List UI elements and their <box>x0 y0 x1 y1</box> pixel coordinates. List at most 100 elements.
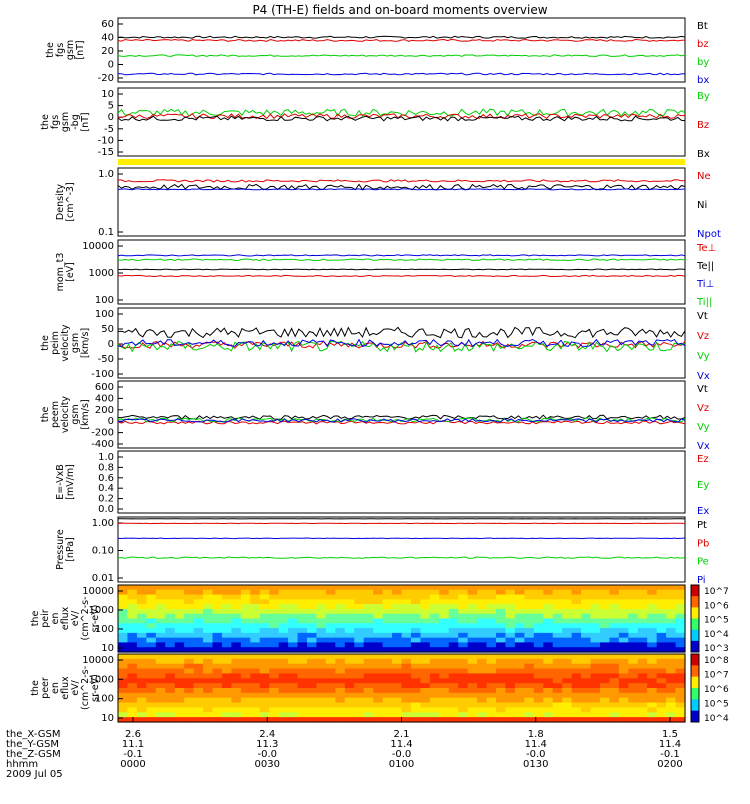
spectrogram-cell <box>127 678 137 683</box>
spectrogram-cell <box>411 599 421 604</box>
spectrogram-cell <box>326 698 336 703</box>
spectrogram-cell <box>354 628 364 633</box>
spectrogram-cell <box>288 614 298 619</box>
spectrogram-cell <box>241 638 251 643</box>
spectrogram-cell <box>591 669 601 674</box>
spectrogram-cell <box>430 707 440 712</box>
spectrogram-cell <box>241 623 251 628</box>
spectrogram-cell <box>666 693 676 698</box>
spectrogram-cell <box>222 707 232 712</box>
spectrogram-cell <box>477 595 487 600</box>
spectrogram-cell <box>373 614 383 619</box>
spectrogram-cell <box>335 614 345 619</box>
spectrogram-cell <box>127 599 137 604</box>
spectrogram-cell <box>203 590 213 595</box>
spectrogram-cell <box>118 585 128 590</box>
spectrogram-cell <box>402 604 412 609</box>
spectrogram-cell <box>477 678 487 683</box>
spectrogram-cell <box>137 678 147 683</box>
spectrogram-cell <box>628 595 638 600</box>
spectrogram-cell <box>477 659 487 664</box>
spectrogram-cell <box>373 623 383 628</box>
spectrogram-cell <box>553 623 563 628</box>
spectrogram-cell <box>553 654 563 659</box>
spectrogram-cell <box>562 654 572 659</box>
legend-entry: Pe <box>697 557 709 568</box>
spectrogram-cell <box>468 664 478 669</box>
spectrogram-cell <box>449 623 459 628</box>
y-axis-label: [nT] <box>75 40 86 59</box>
spectrogram-cell <box>562 595 572 600</box>
spectrogram-cell <box>335 669 345 674</box>
spectrogram-cell <box>335 707 345 712</box>
y-tick-label: 50 <box>101 324 114 335</box>
spectrogram-cell <box>666 604 676 609</box>
spectrogram-cell <box>496 628 506 633</box>
spectrogram-cell <box>515 707 525 712</box>
spectrogram-cell <box>156 654 166 659</box>
spectrogram-cell <box>600 595 610 600</box>
spectrogram-cell <box>260 604 270 609</box>
spectrogram-cell <box>326 678 336 683</box>
panel-frame <box>118 88 685 156</box>
spectrogram-cell <box>487 654 497 659</box>
spectrogram-cell <box>676 688 686 693</box>
spectrogram-cell <box>345 678 355 683</box>
y-axis-label: [nPa] <box>65 537 76 562</box>
spectrogram-cell <box>184 623 194 628</box>
spectrogram-cell <box>657 642 667 647</box>
spectrogram-cell <box>335 664 345 669</box>
spectrogram-cell <box>383 642 393 647</box>
spectrogram-cell <box>383 707 393 712</box>
spectrogram-cell <box>316 669 326 674</box>
spectrogram-cell <box>127 693 137 698</box>
spectrogram-cell <box>638 595 648 600</box>
spectrogram-cell <box>562 664 572 669</box>
spectrogram-cell <box>326 619 336 624</box>
spectrogram-cell <box>364 659 374 664</box>
spectrogram-cell <box>676 628 686 633</box>
spectrogram-cell <box>496 642 506 647</box>
spectrogram-cell <box>609 623 619 628</box>
spectrogram-cell <box>326 683 336 688</box>
spectrogram-cell <box>260 688 270 693</box>
spectrogram-cell <box>553 614 563 619</box>
spectrogram-cell <box>241 628 251 633</box>
spectrogram-cell <box>241 604 251 609</box>
spectrogram-cell <box>137 595 147 600</box>
spectrogram-cell <box>250 638 260 643</box>
spectrogram-cell <box>666 703 676 708</box>
spectrogram-cell <box>184 712 194 717</box>
spectrogram-cell <box>345 688 355 693</box>
spectrogram-cell <box>591 693 601 698</box>
spectrogram-cell <box>137 614 147 619</box>
spectrogram-cell <box>165 619 175 624</box>
spectrogram-cell <box>298 664 308 669</box>
spectrogram-cell <box>609 693 619 698</box>
spectrogram-cell <box>468 590 478 595</box>
spectrogram-cell <box>402 712 412 717</box>
spectrogram-cell <box>638 688 648 693</box>
spectrogram-cell <box>222 698 232 703</box>
spectrogram-cell <box>553 633 563 638</box>
spectrogram-cell <box>203 642 213 647</box>
spectrogram-cell <box>647 590 657 595</box>
spectrogram-cell <box>477 707 487 712</box>
spectrogram-cell <box>383 595 393 600</box>
spectrogram-cell <box>194 654 204 659</box>
spectrogram-cell <box>288 673 298 678</box>
spectrogram-cell <box>487 703 497 708</box>
spectrogram-cell <box>572 590 582 595</box>
spectrogram-cell <box>487 599 497 604</box>
spectrogram-cell <box>553 595 563 600</box>
spectrogram-cell <box>534 642 544 647</box>
spectrogram-cell <box>184 595 194 600</box>
spectrogram-cell <box>203 664 213 669</box>
spectrogram-cell <box>439 642 449 647</box>
spectrogram-cell <box>213 619 223 624</box>
spectrogram-cell <box>647 669 657 674</box>
spectrogram-cell <box>373 654 383 659</box>
colorbar-tick-label: 10^8 <box>704 656 729 666</box>
spectrogram-cell <box>392 642 402 647</box>
